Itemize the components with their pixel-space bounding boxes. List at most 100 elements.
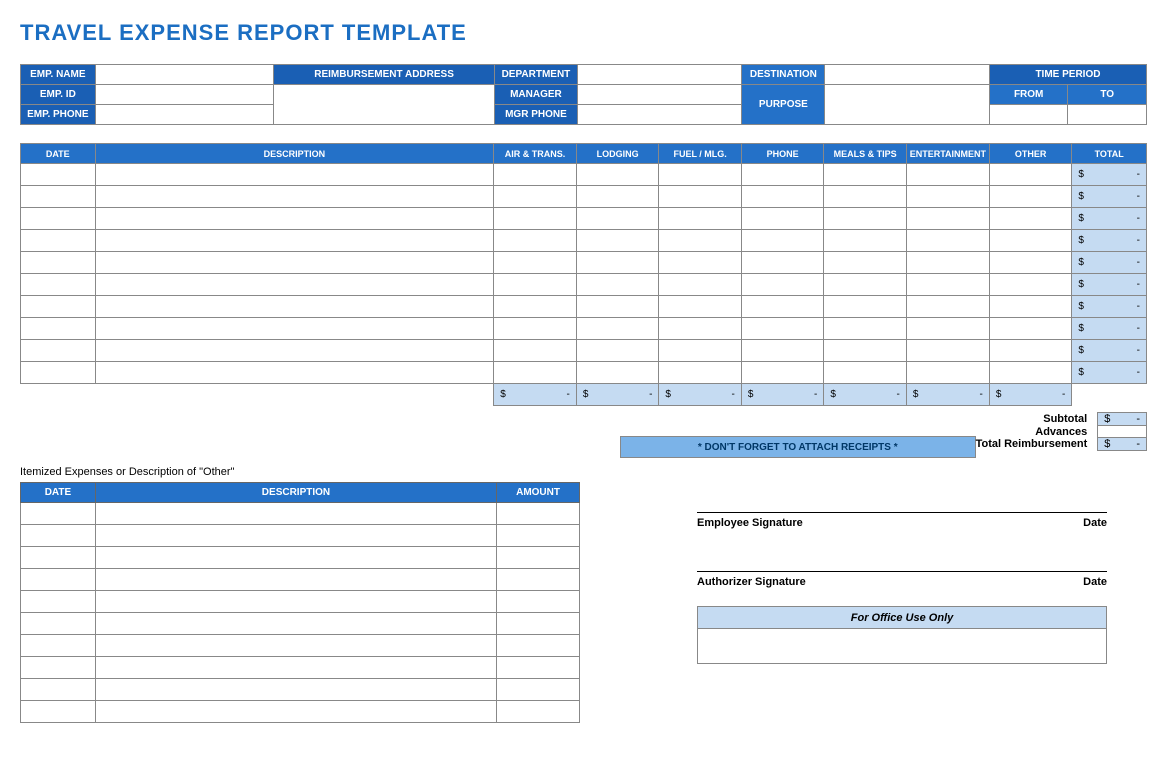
- expense-cell[interactable]: [906, 252, 989, 274]
- expense-cell[interactable]: [95, 186, 494, 208]
- expense-cell[interactable]: [576, 274, 659, 296]
- expense-cell[interactable]: [906, 318, 989, 340]
- expense-cell[interactable]: [659, 208, 741, 230]
- expense-cell[interactable]: [741, 296, 824, 318]
- emp-name-input[interactable]: [95, 65, 273, 85]
- expense-cell[interactable]: [576, 362, 659, 384]
- expense-cell[interactable]: [21, 362, 96, 384]
- itemized-cell[interactable]: [95, 569, 496, 591]
- expense-cell[interactable]: [21, 340, 96, 362]
- expense-cell[interactable]: [824, 230, 907, 252]
- itemized-cell[interactable]: [21, 613, 96, 635]
- itemized-cell[interactable]: [497, 635, 580, 657]
- expense-cell[interactable]: [659, 252, 741, 274]
- purpose-input[interactable]: [825, 85, 990, 125]
- expense-cell[interactable]: [906, 230, 989, 252]
- expense-cell[interactable]: [576, 164, 659, 186]
- expense-cell[interactable]: [989, 296, 1072, 318]
- expense-cell[interactable]: [659, 340, 741, 362]
- expense-cell[interactable]: [576, 186, 659, 208]
- itemized-cell[interactable]: [95, 547, 496, 569]
- expense-cell[interactable]: [906, 362, 989, 384]
- itemized-cell[interactable]: [497, 701, 580, 723]
- expense-cell[interactable]: [824, 252, 907, 274]
- emp-phone-input[interactable]: [95, 105, 273, 125]
- emp-id-input[interactable]: [95, 85, 273, 105]
- expense-cell[interactable]: [659, 318, 741, 340]
- expense-cell[interactable]: [906, 274, 989, 296]
- expense-cell[interactable]: [21, 274, 96, 296]
- expense-cell[interactable]: [576, 252, 659, 274]
- itemized-cell[interactable]: [497, 657, 580, 679]
- itemized-cell[interactable]: [497, 591, 580, 613]
- expense-cell[interactable]: [824, 208, 907, 230]
- expense-cell[interactable]: [659, 296, 741, 318]
- expense-cell[interactable]: [989, 230, 1072, 252]
- expense-cell[interactable]: [494, 340, 577, 362]
- expense-cell[interactable]: [989, 340, 1072, 362]
- expense-cell[interactable]: [989, 164, 1072, 186]
- expense-cell[interactable]: [95, 362, 494, 384]
- expense-cell[interactable]: [741, 318, 824, 340]
- expense-cell[interactable]: [95, 274, 494, 296]
- itemized-cell[interactable]: [497, 547, 580, 569]
- expense-cell[interactable]: [95, 164, 494, 186]
- itemized-cell[interactable]: [497, 569, 580, 591]
- expense-cell[interactable]: [906, 208, 989, 230]
- itemized-cell[interactable]: [497, 525, 580, 547]
- expense-cell[interactable]: [741, 186, 824, 208]
- manager-input[interactable]: [577, 85, 742, 105]
- expense-cell[interactable]: [21, 296, 96, 318]
- itemized-cell[interactable]: [21, 547, 96, 569]
- expense-cell[interactable]: [494, 362, 577, 384]
- expense-cell[interactable]: [576, 318, 659, 340]
- expense-cell[interactable]: [21, 252, 96, 274]
- expense-cell[interactable]: [906, 340, 989, 362]
- expense-cell[interactable]: [659, 274, 741, 296]
- expense-cell[interactable]: [741, 208, 824, 230]
- itemized-cell[interactable]: [497, 503, 580, 525]
- expense-cell[interactable]: [906, 164, 989, 186]
- expense-cell[interactable]: [494, 274, 577, 296]
- expense-cell[interactable]: [494, 296, 577, 318]
- expense-cell[interactable]: [906, 186, 989, 208]
- from-input[interactable]: [989, 105, 1068, 125]
- expense-cell[interactable]: [494, 252, 577, 274]
- to-input[interactable]: [1068, 105, 1147, 125]
- expense-cell[interactable]: [741, 230, 824, 252]
- expense-cell[interactable]: [95, 230, 494, 252]
- expense-cell[interactable]: [989, 318, 1072, 340]
- expense-cell[interactable]: [576, 296, 659, 318]
- expense-cell[interactable]: [824, 186, 907, 208]
- expense-cell[interactable]: [576, 230, 659, 252]
- itemized-cell[interactable]: [21, 701, 96, 723]
- expense-cell[interactable]: [21, 230, 96, 252]
- expense-cell[interactable]: [824, 340, 907, 362]
- expense-cell[interactable]: [21, 164, 96, 186]
- itemized-cell[interactable]: [95, 701, 496, 723]
- expense-cell[interactable]: [659, 362, 741, 384]
- expense-cell[interactable]: [21, 208, 96, 230]
- itemized-cell[interactable]: [95, 679, 496, 701]
- expense-cell[interactable]: [494, 186, 577, 208]
- expense-cell[interactable]: [824, 274, 907, 296]
- expense-cell[interactable]: [21, 186, 96, 208]
- expense-cell[interactable]: [494, 230, 577, 252]
- expense-cell[interactable]: [741, 274, 824, 296]
- expense-cell[interactable]: [576, 340, 659, 362]
- expense-cell[interactable]: [741, 362, 824, 384]
- expense-cell[interactable]: [494, 164, 577, 186]
- expense-cell[interactable]: [824, 296, 907, 318]
- expense-cell[interactable]: [741, 164, 824, 186]
- mgr-phone-input[interactable]: [577, 105, 742, 125]
- expense-cell[interactable]: [659, 164, 741, 186]
- itemized-cell[interactable]: [95, 613, 496, 635]
- expense-cell[interactable]: [576, 208, 659, 230]
- expense-cell[interactable]: [494, 208, 577, 230]
- expense-cell[interactable]: [989, 186, 1072, 208]
- expense-cell[interactable]: [824, 318, 907, 340]
- itemized-cell[interactable]: [21, 591, 96, 613]
- itemized-cell[interactable]: [21, 635, 96, 657]
- expense-cell[interactable]: [95, 252, 494, 274]
- expense-cell[interactable]: [95, 340, 494, 362]
